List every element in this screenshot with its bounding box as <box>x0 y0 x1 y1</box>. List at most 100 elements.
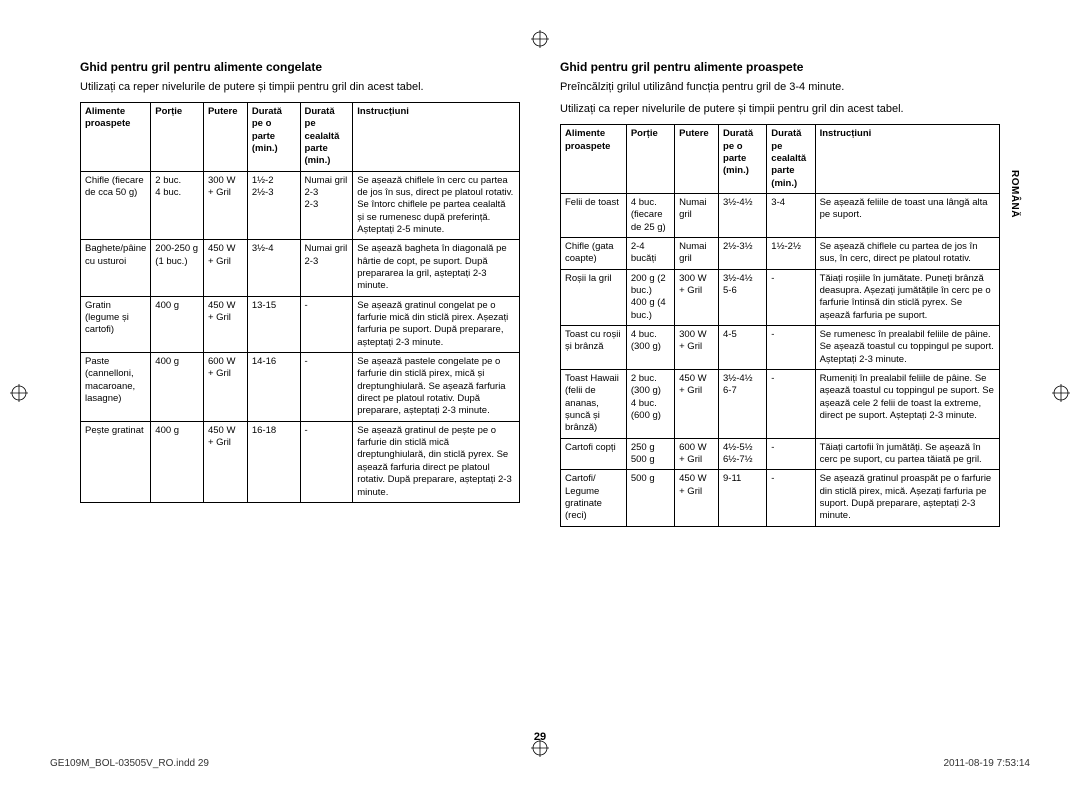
table-row: Cartofi/ Legume gratinate (reci)500 g450… <box>561 470 1000 526</box>
table-cell: 1½-22½-3 <box>247 171 300 240</box>
table-cell: Toast cu roșii și brânză <box>561 326 627 370</box>
th: Instrucțiuni <box>353 102 520 171</box>
page-number: 29 <box>534 731 546 743</box>
th: Durată pe cealaltă parte (min.) <box>767 125 815 194</box>
table-cell: 300 W + Gril <box>675 326 719 370</box>
table-cell: 13-15 <box>247 296 300 352</box>
table-cell: 450 W + Gril <box>675 370 719 439</box>
table-row: Baghete/pâine cu usturoi200-250 g (1 buc… <box>81 240 520 296</box>
table-cell: 500 g <box>626 470 674 526</box>
th: Putere <box>203 102 247 171</box>
th: Instrucțiuni <box>815 125 999 194</box>
left-table: Alimente proaspete Porție Putere Durată … <box>80 102 520 503</box>
table-row: Chifle (fiecare de cca 50 g)2 buc.4 buc.… <box>81 171 520 240</box>
table-cell: 200 g (2 buc.)400 g (4 buc.) <box>626 269 674 325</box>
left-column: Ghid pentru gril pentru alimente congela… <box>80 60 520 727</box>
table-cell: 9-11 <box>719 470 767 526</box>
table-cell: Se așează chiflele în cerc cu partea de … <box>353 171 520 240</box>
table-cell: 3-4 <box>767 193 815 237</box>
th: Porție <box>626 125 674 194</box>
right-intro1: Preîncălziți grilul utilizând funcția pe… <box>560 80 1000 94</box>
table-row: Toast Hawaii (felii de ananas, șuncă și … <box>561 370 1000 439</box>
table-cell: 200-250 g (1 buc.) <box>151 240 204 296</box>
table-row: Gratin (legume și cartofi)400 g450 W + G… <box>81 296 520 352</box>
table-cell: 4-5 <box>719 326 767 370</box>
table-cell: 250 g500 g <box>626 438 674 470</box>
table-cell: Roșii la gril <box>561 269 627 325</box>
footer-timestamp: 2011-08-19 7:53:14 <box>943 758 1030 769</box>
table-cell: - <box>767 438 815 470</box>
table-cell: Gratin (legume și cartofi) <box>81 296 151 352</box>
table-cell: Chifle (fiecare de cca 50 g) <box>81 171 151 240</box>
th: Durată pe o parte (min.) <box>247 102 300 171</box>
reg-mark-top <box>531 30 549 48</box>
table-cell: Cartofi copți <box>561 438 627 470</box>
table-header-row: Alimente proaspete Porție Putere Durată … <box>81 102 520 171</box>
language-side-label: ROMÂNĂ <box>1009 170 1020 218</box>
table-cell: Se rumenesc în prealabil feliile de pâin… <box>815 326 999 370</box>
table-cell: Toast Hawaii (felii de ananas, șuncă și … <box>561 370 627 439</box>
table-row: Toast cu roșii și brânză4 buc. (300 g)30… <box>561 326 1000 370</box>
table-cell: Se așează gratinul congelat pe o farfuri… <box>353 296 520 352</box>
th: Durată pe o parte (min.) <box>719 125 767 194</box>
table-cell: Numai gril2-32-3 <box>300 171 353 240</box>
table-cell: 3½-4½5-6 <box>719 269 767 325</box>
table-row: Paste (cannelloni, macaroane, lasagne)40… <box>81 353 520 422</box>
table-cell: Se așează pastele congelate pe o farfuri… <box>353 353 520 422</box>
table-cell: 400 g <box>151 353 204 422</box>
table-cell: Numai gril <box>675 237 719 269</box>
table-cell: 600 W + Gril <box>675 438 719 470</box>
table-cell: Paste (cannelloni, macaroane, lasagne) <box>81 353 151 422</box>
table-cell: Numai gril <box>675 193 719 237</box>
table-cell: 400 g <box>151 421 204 502</box>
table-cell: Se așează bagheta în diagonală pe hârtie… <box>353 240 520 296</box>
reg-mark-left <box>10 384 28 402</box>
table-cell: 4 buc. (fiecare de 25 g) <box>626 193 674 237</box>
table-cell: Se așează gratinul de pește pe o farfuri… <box>353 421 520 502</box>
table-cell: - <box>767 470 815 526</box>
table-cell: - <box>767 370 815 439</box>
table-row: Felii de toast4 buc. (fiecare de 25 g)Nu… <box>561 193 1000 237</box>
right-table: Alimente proaspete Porție Putere Durată … <box>560 124 1000 527</box>
table-cell: 450 W + Gril <box>203 421 247 502</box>
table-cell: 3½-4½ <box>719 193 767 237</box>
page-content: Ghid pentru gril pentru alimente congela… <box>80 60 1000 727</box>
table-cell: Numai gril2-3 <box>300 240 353 296</box>
th: Porție <box>151 102 204 171</box>
table-cell: 450 W + Gril <box>203 296 247 352</box>
table-cell: 16-18 <box>247 421 300 502</box>
table-cell: - <box>767 326 815 370</box>
table-row: Chifle (gata coapte)2-4 bucățiNumai gril… <box>561 237 1000 269</box>
left-intro: Utilizați ca reper nivelurile de putere … <box>80 80 520 94</box>
th: Putere <box>675 125 719 194</box>
table-cell: 450 W + Gril <box>675 470 719 526</box>
table-cell: Se așează chiflele cu partea de jos în s… <box>815 237 999 269</box>
table-cell: - <box>300 296 353 352</box>
table-cell: Tăiați cartofii în jumătăți. Se așează î… <box>815 438 999 470</box>
table-cell: 14-16 <box>247 353 300 422</box>
reg-mark-right <box>1052 384 1070 402</box>
footer: GE109M_BOL-03505V_RO.indd 29 2011-08-19 … <box>50 758 1030 769</box>
table-cell: 300 W + Gril <box>203 171 247 240</box>
table-cell: 2-4 bucăți <box>626 237 674 269</box>
table-cell: 4 buc. (300 g) <box>626 326 674 370</box>
right-column: Ghid pentru gril pentru alimente proaspe… <box>560 60 1000 727</box>
right-intro2: Utilizați ca reper nivelurile de putere … <box>560 102 1000 116</box>
table-cell: Se așează gratinul proaspăt pe o farfuri… <box>815 470 999 526</box>
table-cell: Cartofi/ Legume gratinate (reci) <box>561 470 627 526</box>
table-cell: Baghete/pâine cu usturoi <box>81 240 151 296</box>
th: Alimente proaspete <box>561 125 627 194</box>
th: Alimente proaspete <box>81 102 151 171</box>
footer-file: GE109M_BOL-03505V_RO.indd 29 <box>50 758 209 769</box>
table-cell: 2 buc. (300 g)4 buc. (600 g) <box>626 370 674 439</box>
table-cell: Se așează feliile de toast una lângă alt… <box>815 193 999 237</box>
table-cell: 400 g <box>151 296 204 352</box>
table-cell: 450 W + Gril <box>203 240 247 296</box>
table-cell: 3½-4½6-7 <box>719 370 767 439</box>
table-cell: 4½-5½6½-7½ <box>719 438 767 470</box>
table-cell: - <box>300 421 353 502</box>
table-cell: Felii de toast <box>561 193 627 237</box>
table-cell: 2½-3½ <box>719 237 767 269</box>
table-cell: Tăiați roșiile în jumătate. Puneți brânz… <box>815 269 999 325</box>
table-row: Roșii la gril200 g (2 buc.)400 g (4 buc.… <box>561 269 1000 325</box>
